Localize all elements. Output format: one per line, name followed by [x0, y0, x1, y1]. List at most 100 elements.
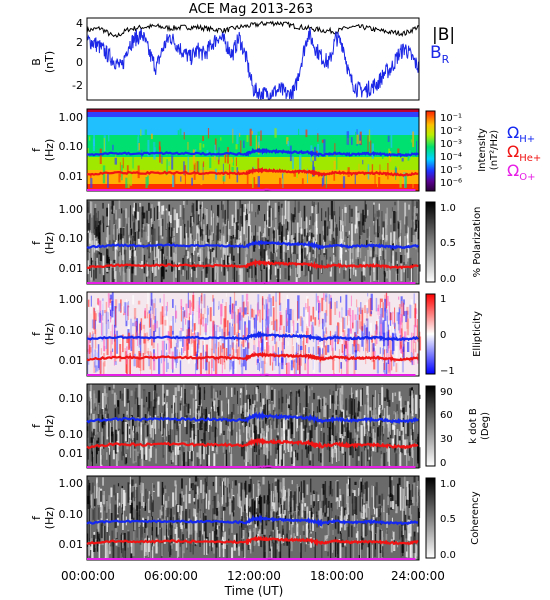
texture-streak [344, 451, 346, 468]
texture-streak [349, 315, 352, 332]
texture-streak [317, 501, 320, 511]
texture-streak [266, 304, 268, 325]
texture-streak [194, 476, 198, 482]
texture-streak [144, 506, 147, 511]
texture-streak [108, 133, 110, 142]
texture-streak [249, 405, 252, 419]
texture-streak [185, 403, 187, 407]
texture-streak [415, 224, 417, 231]
colorbar-label-line2: (Deg) [480, 412, 491, 440]
texture-streak [242, 335, 245, 348]
texture-streak [267, 308, 269, 331]
texture-streak [90, 546, 92, 550]
texture-streak [172, 492, 175, 507]
texture-streak [239, 394, 242, 398]
texture-streak [196, 301, 199, 312]
texture-streak [395, 271, 397, 282]
texture-streak [195, 353, 198, 371]
texture-streak [174, 420, 176, 444]
texture-streak [319, 233, 321, 250]
texture-streak [349, 394, 351, 414]
texture-streak [279, 302, 282, 311]
texture-streak [341, 332, 344, 351]
texture-streak [296, 393, 299, 413]
texture-streak [249, 268, 252, 284]
texture-streak [100, 545, 102, 560]
texture-streak [289, 451, 292, 458]
texture-streak [204, 478, 206, 500]
texture-streak [328, 221, 331, 229]
texture-streak [408, 515, 411, 522]
texture-streak [275, 453, 278, 468]
texture-streak [252, 164, 254, 168]
texture-streak [373, 422, 375, 426]
texture-streak [261, 517, 264, 534]
texture-streak [327, 507, 329, 517]
texture-streak [111, 530, 114, 547]
texture-streak [268, 399, 270, 411]
texture-streak [325, 295, 328, 302]
texture-streak [187, 156, 189, 173]
texture-streak [232, 404, 235, 415]
texture-streak [352, 540, 355, 560]
texture-streak [165, 441, 168, 464]
texture-streak [203, 531, 205, 555]
texture-streak [272, 362, 274, 371]
texture-streak [322, 483, 325, 495]
texture-streak [367, 209, 369, 216]
texture-streak [335, 481, 337, 503]
texture-streak [313, 392, 316, 400]
texture-streak [369, 226, 371, 246]
texture-streak [306, 355, 309, 376]
texture-streak [408, 204, 410, 210]
texture-streak [176, 213, 178, 233]
texture-streak [378, 495, 381, 504]
texture-streak [294, 359, 296, 376]
texture-streak [114, 334, 116, 358]
time-axis-label: Time (UT) [224, 584, 284, 598]
omega-h-line [86, 514, 419, 528]
texture-streak [417, 335, 419, 343]
texture-streak [145, 488, 147, 504]
texture-streak [348, 267, 351, 281]
texture-streak [239, 268, 241, 284]
texture-streak [105, 357, 107, 373]
texture-streak [164, 485, 166, 489]
texture-streak [393, 223, 396, 247]
texture-streak [222, 163, 224, 175]
texture-streak [226, 487, 228, 507]
texture-streak [194, 508, 197, 531]
texture-streak [211, 541, 213, 552]
texture-streak [375, 135, 377, 147]
texture-streak [258, 136, 260, 146]
texture-streak [140, 422, 143, 441]
texture-streak [274, 238, 276, 253]
texture-streak [388, 357, 391, 372]
texture-streak [159, 311, 163, 325]
texture-streak [104, 414, 106, 419]
texture-streak [366, 547, 369, 559]
texture-streak [172, 409, 175, 418]
texture-streak [357, 259, 359, 266]
texture-streak [402, 346, 405, 352]
texture-streak [247, 438, 249, 462]
texture-streak [151, 535, 153, 544]
texture-streak [259, 362, 260, 372]
texture-streak [200, 479, 202, 493]
texture-streak [143, 226, 146, 232]
texture-streak [260, 130, 262, 141]
texture-streak [351, 245, 354, 269]
texture-streak [296, 222, 299, 244]
texture-streak [211, 231, 214, 240]
texture-streak [322, 339, 325, 359]
field-ylabel-line1: B [30, 58, 43, 66]
texture-streak [360, 479, 363, 490]
texture-streak [248, 224, 251, 244]
texture-streak [102, 393, 104, 412]
texture-streak [370, 437, 373, 445]
texture-streak [231, 342, 235, 357]
texture-streak [233, 262, 236, 284]
texture-streak [167, 496, 170, 502]
texture-streak [300, 350, 302, 366]
texture-streak [183, 337, 186, 351]
